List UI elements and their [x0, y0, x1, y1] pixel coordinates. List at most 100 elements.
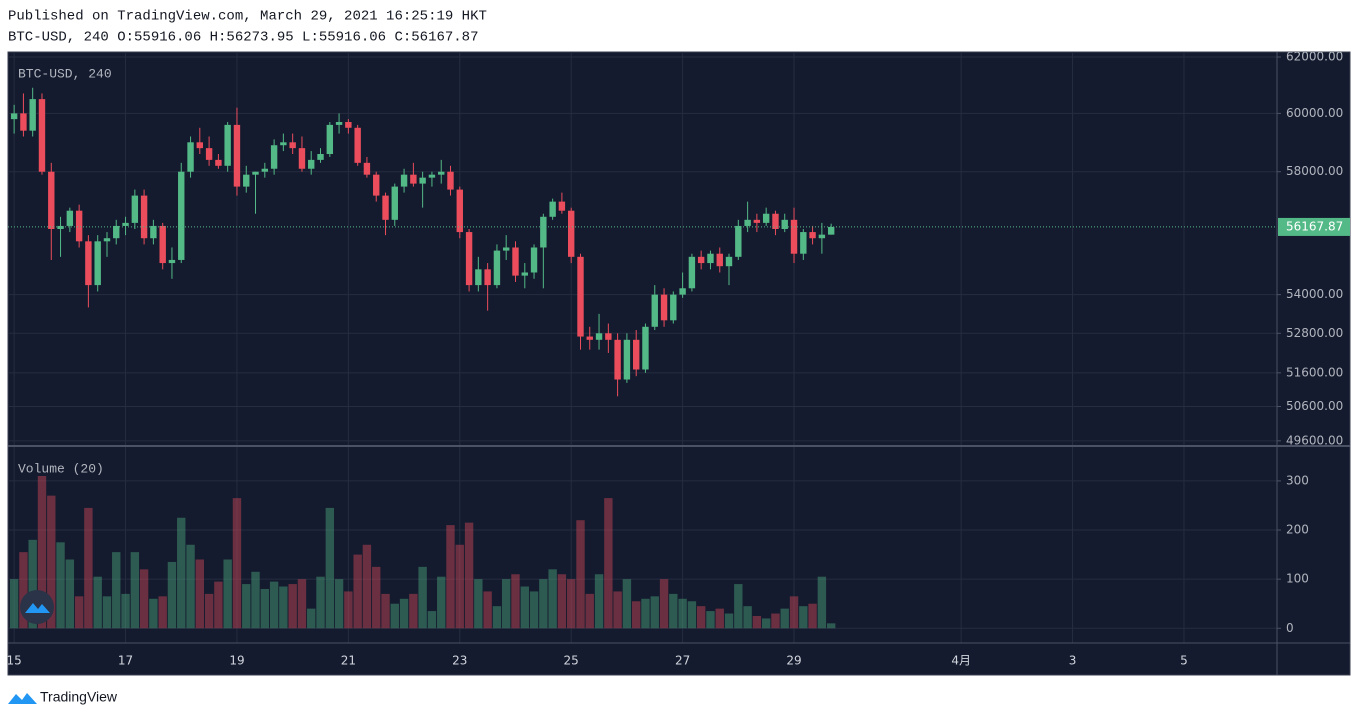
volume-bar: [780, 608, 789, 629]
volume-bar: [372, 566, 381, 629]
candle-body: [790, 219, 798, 254]
y-tick-label: 54000.00: [1286, 287, 1343, 301]
volume-bar: [297, 579, 307, 629]
candle-body: [113, 225, 120, 239]
volume-bar: [761, 618, 771, 629]
volume-bar: [752, 615, 762, 629]
volume-bar: [511, 574, 520, 629]
candle-body: [57, 225, 64, 230]
candle-body: [233, 124, 241, 187]
candle-body: [577, 256, 584, 337]
volume-bar: [279, 586, 288, 629]
candle-body: [438, 171, 445, 175]
y-tick-label: 62000.00: [1286, 49, 1343, 63]
volume-bar: [288, 584, 297, 629]
candle-body: [623, 339, 631, 380]
volume-bar: [74, 596, 84, 629]
candle-body: [187, 142, 194, 172]
candle-body: [428, 174, 436, 178]
volume-bar: [130, 552, 140, 629]
volume-tick-label: 200: [1286, 523, 1309, 537]
volume-bar: [585, 593, 594, 629]
candle-body: [493, 250, 501, 286]
volume-bar: [799, 606, 808, 629]
candle-body: [567, 210, 575, 257]
volume-bar: [334, 579, 344, 629]
volume-bar: [437, 576, 446, 629]
candle-body: [298, 148, 306, 169]
volume-bar: [316, 576, 325, 629]
volume-bar: [28, 539, 37, 629]
candle-body: [419, 177, 426, 184]
volume-bar: [269, 581, 279, 629]
candle-body: [716, 253, 723, 267]
volume-bar: [112, 552, 121, 629]
volume-tick-label: 300: [1286, 473, 1309, 487]
candle-body: [447, 171, 454, 190]
x-tick-label: 21: [341, 654, 356, 668]
volume-bar: [669, 593, 678, 629]
volume-bar: [659, 579, 669, 629]
candle-body: [382, 195, 389, 220]
volume-bar: [789, 596, 799, 629]
volume-bar: [715, 608, 724, 629]
volume-bar: [734, 584, 743, 629]
y-tick-label: 52800.00: [1286, 326, 1343, 340]
candle-body: [735, 225, 742, 257]
candle-body: [335, 122, 343, 125]
candle-body: [809, 232, 816, 239]
candle-body: [243, 174, 250, 187]
volume-bar: [195, 559, 204, 629]
candle-body: [660, 294, 668, 321]
volume-tick-label: 100: [1286, 572, 1309, 586]
volume-bar: [84, 507, 93, 629]
candle-body: [373, 174, 380, 196]
candle-body: [159, 225, 166, 264]
candle-body: [94, 241, 101, 286]
volume-bar: [501, 579, 511, 629]
candle-body: [410, 174, 417, 184]
candle-body: [66, 210, 74, 226]
y-tick-label: 58000.00: [1286, 164, 1343, 178]
volume-bar: [492, 606, 502, 629]
x-tick-label: 19: [229, 654, 244, 668]
candle-body: [827, 226, 835, 235]
candle-body: [465, 232, 473, 286]
volume-bar: [93, 576, 102, 629]
volume-bar: [353, 554, 362, 629]
volume-pane-title: Volume (20): [18, 461, 104, 476]
volume-bar: [9, 579, 19, 629]
candle-body: [605, 333, 612, 340]
candle-body: [651, 294, 658, 327]
x-tick-label: 29: [786, 654, 801, 668]
candle-body: [762, 213, 770, 223]
candle-body: [614, 339, 621, 380]
x-tick-label: 4月: [951, 654, 971, 668]
candle-body: [103, 238, 111, 242]
candle-body: [540, 216, 547, 248]
volume-bar: [724, 613, 734, 629]
volume-bar: [687, 601, 697, 629]
volume-bar: [149, 598, 158, 629]
volume-bar: [483, 591, 492, 629]
candle-body: [38, 99, 46, 172]
candle-body: [29, 99, 36, 131]
volume-bar: [678, 598, 687, 629]
volume-bar: [19, 552, 28, 629]
volume-bar: [557, 574, 567, 629]
volume-bar: [325, 507, 335, 629]
published-line: Published on TradingView.com, March 29, …: [8, 9, 487, 25]
y-tick-label: 50600.00: [1286, 399, 1343, 413]
candle-body: [326, 124, 334, 155]
candle-body: [400, 174, 408, 187]
candle-body: [753, 219, 761, 223]
volume-bar: [381, 593, 390, 629]
volume-tick-label: 0: [1286, 621, 1294, 635]
y-tick-label: 49600.00: [1286, 433, 1343, 447]
volume-bar: [826, 623, 836, 629]
candle-body: [317, 154, 324, 160]
candle-body: [150, 225, 157, 239]
volume-bar: [474, 579, 483, 629]
candle-body: [521, 272, 528, 276]
volume-bar: [65, 559, 75, 629]
